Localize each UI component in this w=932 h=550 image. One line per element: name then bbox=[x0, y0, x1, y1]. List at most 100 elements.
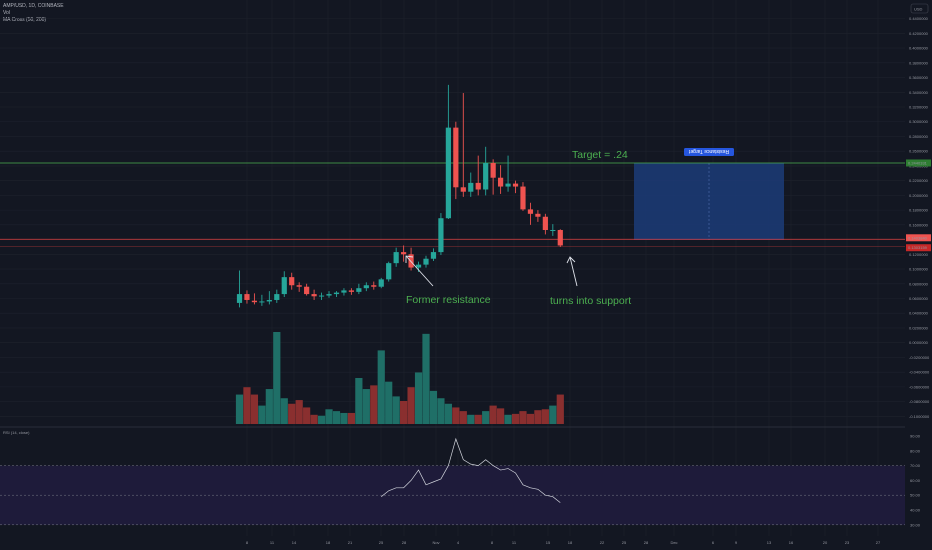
volume-bar bbox=[370, 385, 378, 424]
volume-bar bbox=[235, 394, 244, 424]
candle-body bbox=[430, 252, 437, 259]
rsi-tick-label: 80.00 bbox=[910, 448, 921, 453]
grid bbox=[0, 0, 905, 536]
volume-bar bbox=[407, 387, 415, 424]
volume-bar bbox=[400, 401, 408, 424]
candle-body bbox=[311, 294, 317, 297]
badge-lower: 0.1303159 bbox=[906, 244, 931, 252]
chart-legend: AMP/USD, 1D, COINBASE Vol MA Cross (50, … bbox=[3, 3, 64, 24]
rsi-tick-label: 50.00 bbox=[910, 493, 921, 498]
candle-body bbox=[483, 162, 489, 190]
volume-bar bbox=[258, 405, 266, 424]
time-tick-label: 4 bbox=[457, 540, 460, 545]
candle-body bbox=[371, 285, 377, 287]
time-tick-label: 20 bbox=[823, 540, 828, 545]
badge-current-bg bbox=[906, 234, 931, 242]
time-axis-labels: 8 11 14 18 21 25 28 Nov 4 8 11 15 18 22 25 28 Dec 6 9 13 16 2… bbox=[246, 540, 881, 545]
candles bbox=[236, 84, 563, 308]
candle-body bbox=[296, 285, 302, 287]
price-tick-label: 0.3000000 bbox=[909, 119, 929, 124]
time-tick-label: 18 bbox=[326, 540, 331, 545]
volume-bar bbox=[317, 415, 326, 424]
price-tick-label: 0.0800000 bbox=[909, 281, 929, 286]
candle-body bbox=[326, 294, 332, 296]
candle-body bbox=[356, 288, 362, 292]
time-tick-label: 25 bbox=[379, 540, 384, 545]
volume-bar bbox=[467, 414, 475, 424]
volume-bar bbox=[288, 403, 296, 424]
volume-bar bbox=[332, 411, 341, 424]
volume-bar bbox=[325, 409, 333, 424]
box-label: Resistance Target bbox=[684, 148, 734, 156]
time-tick-label: Nov bbox=[432, 540, 439, 545]
candle-body bbox=[318, 295, 325, 297]
rsi-tick-label: 30.00 bbox=[910, 522, 921, 527]
symbol-title: AMP/USD, 1D, COINBASE bbox=[3, 3, 64, 9]
turns-into-support-annotation[interactable]: turns into support bbox=[550, 295, 631, 307]
time-tick-label: 28 bbox=[402, 540, 407, 545]
volume-bar bbox=[444, 403, 452, 424]
badge-current: 0.1403840 bbox=[906, 234, 931, 242]
volume-bar bbox=[459, 411, 467, 424]
price-tick-label: 0.1200000 bbox=[909, 252, 929, 257]
time-tick-label: 25 bbox=[622, 540, 627, 545]
candle-body bbox=[251, 300, 258, 303]
time-tick-label: 6 bbox=[712, 540, 715, 545]
candle-body bbox=[438, 218, 444, 253]
arrow-head bbox=[566, 256, 576, 264]
price-tick-label: 0.4000000 bbox=[909, 46, 929, 51]
box-label-text: Resistance Target bbox=[688, 148, 729, 154]
volume-bar bbox=[273, 332, 281, 424]
time-tick-label: 8 bbox=[491, 540, 494, 545]
ma-cross-legend: MA Cross (50, 200) bbox=[3, 17, 47, 23]
former-resistance-annotation[interactable]: Former resistance bbox=[406, 294, 491, 306]
candle-body bbox=[490, 162, 496, 178]
price-tick-label: 0.1800000 bbox=[909, 208, 929, 213]
price-tick-label: 0.2200000 bbox=[909, 178, 929, 183]
price-tick-label: 0.4200000 bbox=[909, 31, 929, 36]
volume-bar bbox=[452, 407, 460, 424]
arrow-line bbox=[405, 255, 434, 287]
volume-bar bbox=[541, 409, 549, 424]
price-tick-label: 0.1000000 bbox=[909, 267, 929, 272]
price-tick-label: 0.0600000 bbox=[909, 296, 929, 301]
volume-bar bbox=[534, 410, 542, 424]
box-label-bg bbox=[684, 148, 734, 156]
candle-body bbox=[505, 183, 511, 187]
price-tick-label: 0.0400000 bbox=[909, 311, 929, 316]
badge-lower-text: 0.1303159 bbox=[908, 245, 928, 250]
price-axis[interactable] bbox=[905, 0, 932, 550]
price-tick-label: 0.3400000 bbox=[909, 90, 929, 95]
time-tick-label: 21 bbox=[348, 540, 353, 545]
volume-bar bbox=[243, 387, 251, 424]
candle-body bbox=[333, 292, 340, 295]
candle-body bbox=[535, 213, 541, 217]
candle-body bbox=[281, 277, 287, 295]
candle-body bbox=[304, 286, 310, 295]
time-tick-label: 27 bbox=[876, 540, 881, 545]
time-tick-label: 14 bbox=[292, 540, 297, 545]
volume-bar bbox=[355, 378, 363, 424]
badge-target-bg bbox=[906, 159, 931, 167]
price-tick-label: 0.2600000 bbox=[909, 149, 929, 154]
volume-bar bbox=[556, 394, 564, 424]
volume-bar bbox=[340, 412, 348, 424]
candle-body bbox=[423, 258, 429, 265]
currency-button[interactable]: USD bbox=[910, 3, 929, 14]
candle-body bbox=[236, 294, 243, 303]
time-tick-label: 22 bbox=[600, 540, 605, 545]
volume-bar bbox=[385, 381, 393, 424]
volume-bar bbox=[303, 407, 311, 424]
arrow-line bbox=[569, 256, 578, 287]
candle-body bbox=[460, 187, 466, 192]
time-tick-label: Dec bbox=[670, 540, 677, 545]
time-tick-label: 18 bbox=[568, 540, 573, 545]
candle-body bbox=[289, 277, 295, 286]
volume-bar bbox=[504, 414, 512, 424]
target-annotation[interactable]: Target = .24 bbox=[572, 149, 628, 161]
candle-body bbox=[348, 290, 354, 292]
candle-body bbox=[415, 264, 422, 268]
arrow-former-resistance[interactable] bbox=[405, 255, 434, 287]
arrow-turns-into-support[interactable] bbox=[566, 256, 578, 287]
